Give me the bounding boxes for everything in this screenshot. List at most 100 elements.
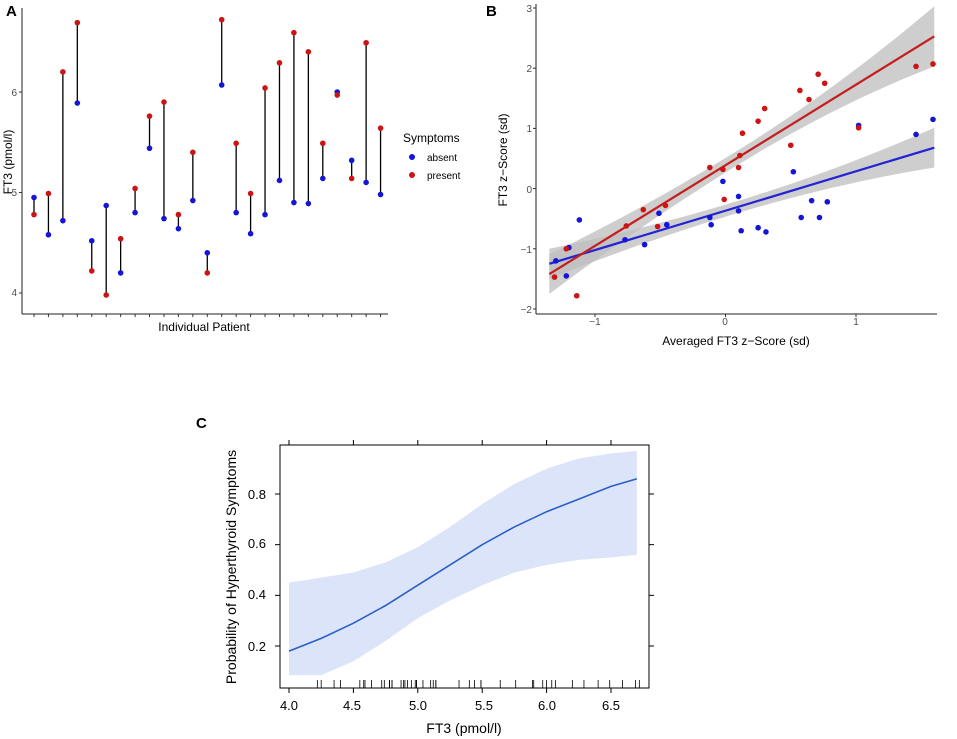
absent-zscore-point <box>735 208 742 214</box>
panel-b-marks <box>548 35 936 299</box>
absent-point <box>146 145 153 152</box>
absent-point <box>348 157 355 164</box>
panel-b-ylabel: FT3 z−Score (sd) <box>496 113 510 206</box>
panel-a-ytick: 5 <box>11 188 17 199</box>
absent-point <box>377 191 384 198</box>
panel-c-xlabel: FT3 (pmol/l) <box>426 720 501 736</box>
absent-point <box>218 82 225 88</box>
legend-absent-label: absent <box>427 153 457 164</box>
absent-point <box>103 202 109 209</box>
panel-a-label: A <box>6 3 17 20</box>
absent-zscore-point <box>563 273 570 279</box>
present-zscore-point <box>787 142 794 149</box>
present-zscore-point <box>797 87 803 94</box>
absent-zscore-point <box>755 224 761 231</box>
absent-zscore-point <box>913 131 919 138</box>
present-zscore-point <box>707 164 713 171</box>
absent-point <box>190 197 196 204</box>
panel-c-ytick: 0.4 <box>248 587 266 602</box>
absent-point <box>45 231 52 238</box>
present-point <box>31 211 37 218</box>
absent-point <box>233 209 239 216</box>
absent-point <box>291 199 297 206</box>
absent-zscore-point <box>707 214 713 221</box>
panel-b-ytick: −1 <box>521 245 533 256</box>
legend-absent-key <box>409 154 415 160</box>
absent-point <box>74 100 81 106</box>
panel-b-xtick: −1 <box>589 317 601 328</box>
present-point <box>190 149 196 156</box>
panel-a-ytick: 6 <box>11 88 17 99</box>
absent-point <box>88 237 95 244</box>
present-point <box>175 211 182 218</box>
absent-point <box>320 175 326 182</box>
absent-zscore-point <box>816 214 823 221</box>
absent-point <box>204 250 211 256</box>
panel-c-frame <box>279 444 650 689</box>
present-point <box>218 16 225 23</box>
panel-c-ytick: 0.6 <box>248 536 266 551</box>
present-point <box>262 85 268 91</box>
panel-a-marks <box>31 16 384 298</box>
present-point <box>74 19 81 26</box>
present-point <box>233 140 239 147</box>
absent-point <box>31 194 37 201</box>
present-zscore-point <box>739 130 746 137</box>
absent-zscore-point <box>641 241 648 248</box>
absent-zscore-point <box>790 168 797 175</box>
panel-b-xtick: 0 <box>722 317 728 328</box>
absent-point <box>117 270 124 276</box>
present-point <box>161 99 167 105</box>
panel-b-ytick: 3 <box>526 4 532 15</box>
probability-curve <box>288 478 638 652</box>
panel-b-axes <box>533 4 937 317</box>
absent-point <box>305 200 312 207</box>
absent-point <box>247 230 254 237</box>
panel-c-xtick: 5.0 <box>409 698 427 713</box>
panel-c-ylabel: Probability of Hyperthyroid Symptoms <box>223 450 239 684</box>
present-zscore-point <box>735 164 742 171</box>
confidence-interval-band <box>289 450 637 676</box>
absent-zscore-point <box>763 229 769 235</box>
panel-b-ytick: 2 <box>526 64 532 75</box>
panel-b-ytick: 0 <box>526 185 532 196</box>
present-zscore-point <box>721 196 727 203</box>
absent-fit-line <box>549 146 935 265</box>
absent-point <box>175 225 182 232</box>
absent-point <box>60 217 66 224</box>
present-point <box>204 270 211 276</box>
panel-a-xlabel: Individual Patient <box>158 320 250 334</box>
present-point <box>305 49 312 55</box>
panel-a-ylabel: FT3 (pmol/l) <box>1 130 15 195</box>
present-point <box>276 60 283 66</box>
panel-c-xtick: 6.5 <box>602 698 620 713</box>
panel-c-ytick: 0.8 <box>248 487 266 502</box>
absent-zscore-point <box>622 236 628 243</box>
absent-zscore-point <box>576 217 583 223</box>
absent-zscore-point <box>663 221 670 228</box>
present-point <box>247 190 254 197</box>
legend-title: Symptoms <box>403 131 460 145</box>
absent-zscore-point <box>656 210 662 217</box>
panel-c-xtick: 4.0 <box>280 698 298 713</box>
present-point <box>146 113 153 119</box>
panel-b-confidence-bands <box>549 6 935 294</box>
panel-b-ytick: 1 <box>526 124 532 135</box>
absent-point <box>276 177 283 184</box>
panel-c-xtick: 5.5 <box>475 698 493 713</box>
present-point <box>60 69 66 75</box>
absent-zscore-point <box>708 221 714 228</box>
absent-confidence-band <box>549 127 935 279</box>
present-zscore-point <box>573 292 580 299</box>
present-point <box>132 185 138 192</box>
present-point <box>117 235 124 242</box>
absent-zscore-point <box>798 214 804 221</box>
absent-point <box>363 179 369 186</box>
panel-c-xtick: 6.0 <box>538 698 556 713</box>
present-point <box>291 29 297 36</box>
panel-c-marks <box>288 450 638 676</box>
panel-b-ytick: −2 <box>521 305 533 316</box>
present-zscore-point <box>913 63 919 70</box>
present-point <box>334 92 341 98</box>
